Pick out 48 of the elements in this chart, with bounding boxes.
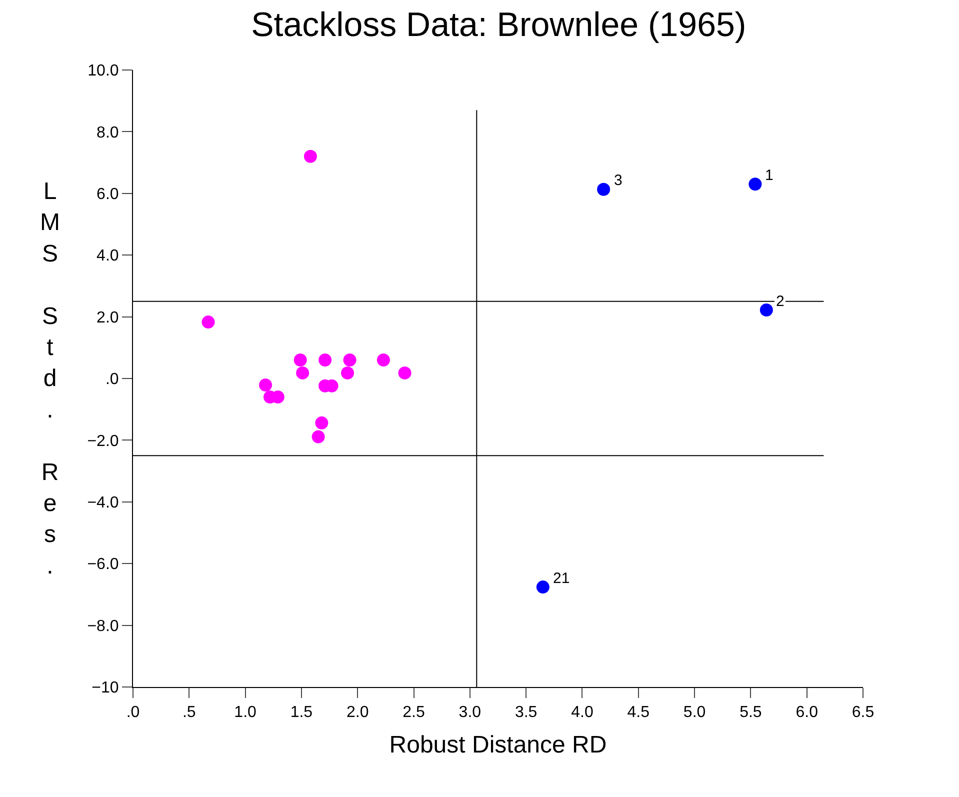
point [376,353,390,366]
x-tick-label: 4.0 [571,704,594,722]
point [318,353,332,366]
y-tick-label: 8.0 [96,124,119,142]
x-tick-label: 1.5 [290,704,313,722]
y-tick-label: 6.0 [96,186,119,203]
x-tick-label: .0 [126,704,140,722]
x-tick-label: 5.0 [683,704,706,722]
y-tick-label: −4.0 [87,494,119,512]
y-tick-label: −2.0 [87,432,119,450]
y-tick-label: −8.0 [87,618,119,635]
x-tick-label: .5 [182,704,196,722]
point [343,353,356,366]
text: LMS Std. Res. [40,178,60,580]
annotation: 21 [553,570,570,587]
point [202,316,215,329]
y-tick-label: −6.0 [87,556,119,574]
point [296,366,310,380]
x-axis-title: Robust Distance RD [389,732,607,758]
point [304,150,317,163]
x-tick-label: 2.0 [346,704,369,722]
point [760,304,773,317]
chart-title: Stackloss Data: Brownlee (1965) [251,6,746,44]
x-tick-label: 6.5 [852,704,874,722]
annotation: 1 [765,167,774,184]
x-tick-label: 1.0 [234,704,257,722]
point [597,182,610,196]
point [294,353,307,366]
x-tick-label: 4.5 [627,704,650,722]
point [341,366,354,380]
x-tick-label: 3.0 [458,704,482,722]
point [536,580,550,594]
y-tick-label: −10 [92,680,119,697]
point [748,178,762,191]
annotation: 2 [776,293,784,310]
x-tick-label: 5.5 [740,704,762,722]
x-tick-label: 2.5 [402,704,425,722]
point [312,430,325,444]
x-tick-label: 6.0 [796,704,818,722]
point [398,366,412,380]
y-tick-label: 10.0 [88,62,119,80]
annotation: 3 [614,172,622,189]
point [259,378,272,392]
y-tick-label: .0 [105,371,119,388]
x-tick-label: 3.5 [514,704,538,722]
point [315,416,328,430]
y-tick-label: 4.0 [96,248,119,265]
y-tick-label: 2.0 [96,309,119,326]
